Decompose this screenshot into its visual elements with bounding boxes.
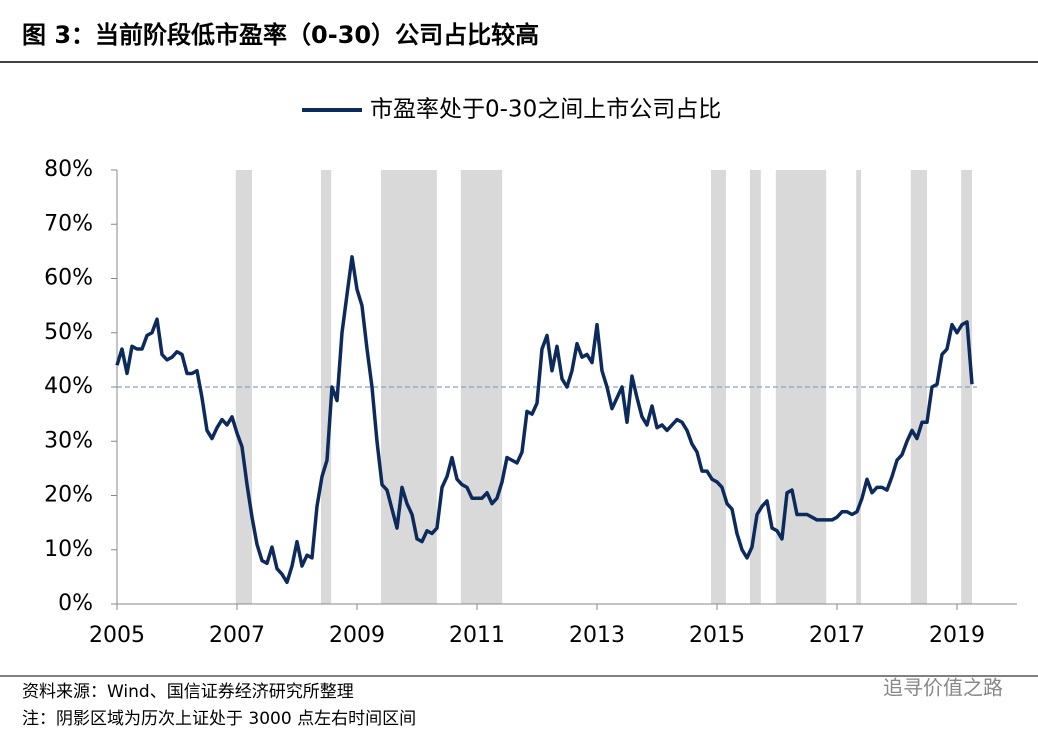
- data-line: [115, 255, 974, 585]
- source: 资料来源：Wind、国信证券经济研究所整理: [22, 682, 354, 702]
- chart-title: 图 3：当前阶段低市盈率（0-30）公司占比较高: [22, 21, 539, 49]
- shaded-range: [750, 170, 761, 604]
- note: 注：阴影区域为历次上证处于 3000 点左右时间区间: [22, 709, 416, 729]
- y-tick-label: 40%: [44, 374, 93, 399]
- x-tick-label: 2015: [689, 623, 745, 648]
- y-tick-label: 30%: [44, 428, 93, 453]
- x-tick-label: 2011: [449, 623, 505, 648]
- y-tick-label: 0%: [58, 591, 93, 616]
- shaded-range: [856, 170, 861, 604]
- y-tick-label: 70%: [44, 211, 93, 236]
- x-tick-label: 2007: [209, 623, 265, 648]
- x-tick-label: 2017: [809, 623, 865, 648]
- y-tick-label: 20%: [44, 483, 93, 508]
- legend-label: 市盈率处于0-30之间上市公司占比: [370, 97, 721, 123]
- y-tick-label: 60%: [44, 266, 93, 291]
- x-tick-label: 2005: [89, 623, 145, 648]
- watermark: 追寻价值之路: [883, 676, 1003, 700]
- y-tick-label: 10%: [44, 537, 93, 562]
- x-tick-label: 2009: [329, 623, 385, 648]
- x-tick-label: 2013: [569, 623, 625, 648]
- y-tick-label: 80%: [44, 157, 93, 182]
- y-tick-label: 50%: [44, 320, 93, 345]
- x-tick-label: 2019: [929, 623, 985, 648]
